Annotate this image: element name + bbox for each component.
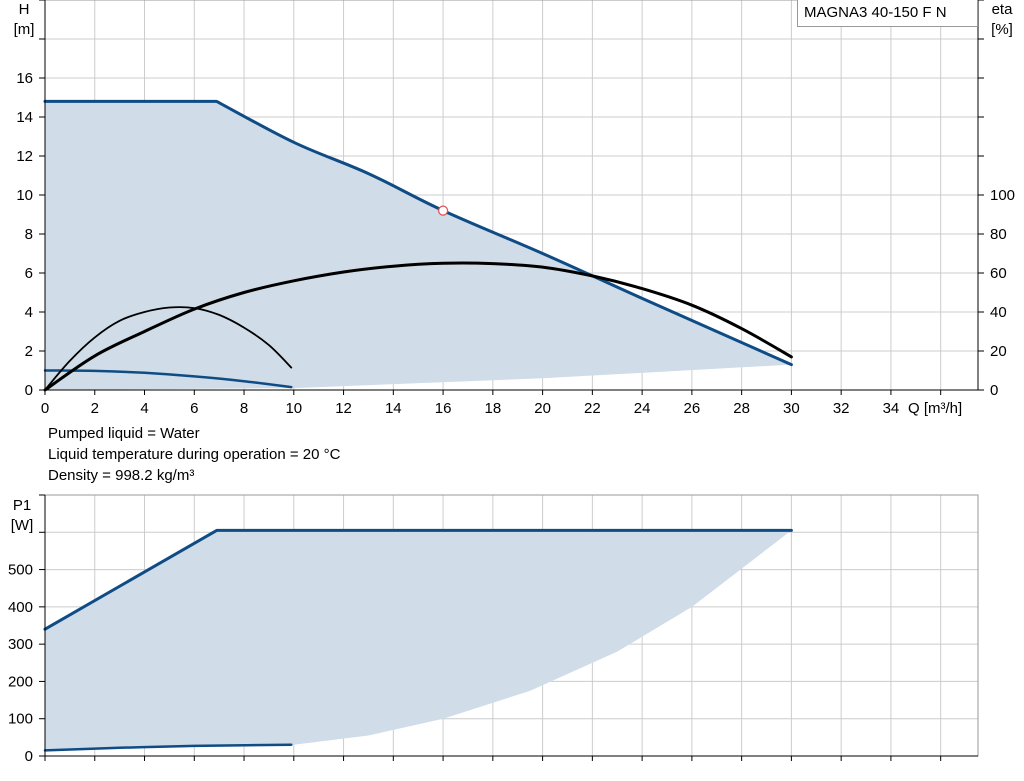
bottom-chart-ylabel-line1: P1 [13, 497, 31, 514]
top-chart-axes [39, 0, 984, 395]
y-tick-label: 2 [25, 343, 33, 360]
x-tick-label: 0 [41, 400, 49, 417]
y-tick-label: 12 [16, 148, 33, 165]
y-tick-label: 0 [25, 748, 33, 765]
top-chart-y2label-line2: [%] [991, 21, 1013, 38]
y2-tick-label: 0 [990, 382, 998, 399]
x-tick-label: 4 [140, 400, 148, 417]
x-tick-label: 20 [534, 400, 551, 417]
y-tick-label: 10 [16, 187, 33, 204]
x-tick-label: 22 [584, 400, 601, 417]
top-chart-series [43, 99, 793, 392]
y-tick-label: 8 [25, 226, 33, 243]
y-tick-label: 100 [8, 711, 33, 728]
pump-model-legend: MAGNA3 40-150 F N [797, 0, 978, 27]
liquid-temperature-info: Liquid temperature during operation = 20… [48, 446, 341, 463]
bottom-chart-tick-labels: 0 100 200 300 400 500 [8, 562, 33, 765]
y2-tick-label: 20 [990, 343, 1007, 360]
top-chart-ylabel-line1: H [19, 1, 30, 18]
pumped-liquid-info: Pumped liquid = Water [48, 425, 200, 442]
x-tick-label: 10 [285, 400, 302, 417]
y2-tick-label: 80 [990, 226, 1007, 243]
top-chart-tick-labels: 0 2 4 6 8 10 12 14 16 18 20 22 24 26 28 30 32 34024681012… [16, 70, 1015, 417]
x-tick-label: 26 [684, 400, 701, 417]
y-tick-label: 14 [16, 109, 33, 126]
bottom-chart-operating-area [45, 530, 792, 751]
bottom-chart-series [43, 528, 793, 752]
y-tick-label: 4 [25, 304, 33, 321]
y2-tick-label: 60 [990, 265, 1007, 282]
top-chart-operating-area [45, 101, 792, 391]
x-tick-label: 30 [783, 400, 800, 417]
x-tick-label: 16 [435, 400, 452, 417]
eta-min-curve [44, 306, 293, 391]
y-tick-label: 200 [8, 673, 33, 690]
y2-tick-label: 100 [990, 187, 1015, 204]
top-chart-grid [45, 0, 978, 390]
eta-max-curve [43, 261, 793, 392]
max-head-curve [43, 99, 793, 367]
y-tick-label: 300 [8, 636, 33, 653]
x-tick-label: 18 [484, 400, 501, 417]
x-tick-label: 12 [335, 400, 352, 417]
top-chart-xlabel: Q [m³/h] [908, 400, 962, 417]
x-tick-label: 2 [91, 400, 99, 417]
top-chart-ylabel-line2: [m] [14, 21, 35, 38]
max-power-curve [43, 528, 793, 631]
x-tick-label: 28 [733, 400, 750, 417]
x-tick-label: 32 [833, 400, 850, 417]
y-tick-label: 400 [8, 599, 33, 616]
top-chart-y2label-line1: eta [992, 1, 1014, 18]
y2-tick-label: 40 [990, 304, 1007, 321]
min-power-curve [43, 743, 293, 752]
x-tick-label: 6 [190, 400, 198, 417]
bottom-chart: 0 100 200 300 400 500 P1 [W] [8, 494, 979, 765]
bottom-chart-axes [39, 494, 979, 761]
x-tick-label: 34 [883, 400, 900, 417]
y-tick-label: 6 [25, 265, 33, 282]
duty-point-marker [437, 205, 449, 216]
min-head-curve [43, 369, 293, 389]
density-info: Density = 998.2 kg/m³ [48, 467, 195, 484]
bottom-chart-ylabel-line2: [W] [11, 517, 34, 534]
y-tick-label: 0 [25, 382, 33, 399]
y-tick-label: 16 [16, 70, 33, 87]
x-tick-label: 14 [385, 400, 402, 417]
top-chart: 0 2 4 6 8 10 12 14 16 18 20 22 24 26 28 30 32 34024681012… [14, 0, 1015, 417]
y-tick-label: 500 [8, 562, 33, 579]
x-tick-label: 24 [634, 400, 651, 417]
x-tick-label: 8 [240, 400, 248, 417]
